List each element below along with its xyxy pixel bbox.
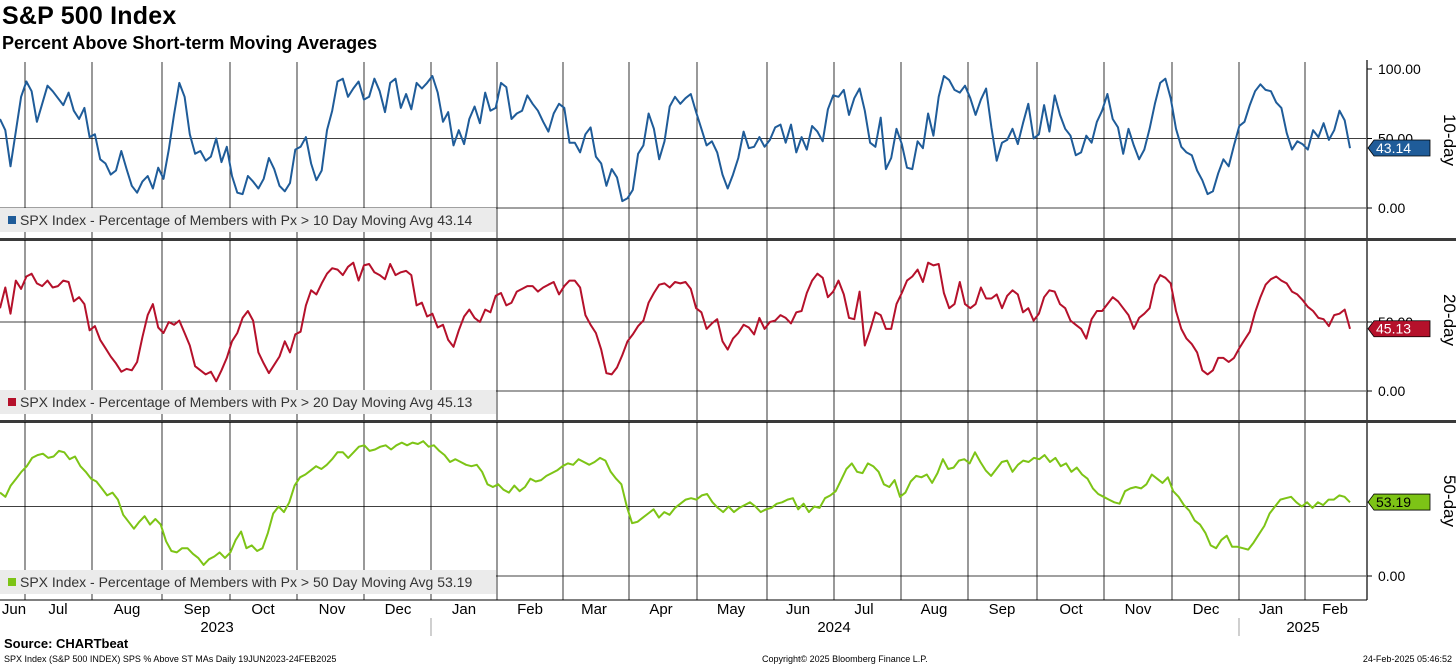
x-tick-label: Oct — [251, 601, 275, 618]
x-tick-label: Jun — [2, 601, 26, 618]
legend-label: SPX Index - Percentage of Members with P… — [20, 394, 472, 410]
series-line-3 — [0, 440, 1351, 566]
legend-swatch — [8, 216, 16, 224]
panel-3: 0.00 53.19 50-day SPX Index - Percentage of… — [0, 422, 1456, 600]
x-tick-label: Aug — [114, 601, 141, 618]
last-value-label: 43.14 — [1376, 140, 1411, 156]
x-year-label: 2025 — [1286, 619, 1319, 636]
x-tick-label: Jun — [786, 601, 810, 618]
x-tick-label: Apr — [649, 601, 672, 618]
panel-separator — [0, 420, 1456, 423]
x-tick-label: May — [717, 601, 746, 618]
x-tick-label: Mar — [581, 601, 607, 618]
last-value-label: 45.13 — [1376, 321, 1411, 337]
panel-side-label: 50-day — [1440, 475, 1456, 527]
x-tick-label: Feb — [1322, 601, 1348, 618]
x-tick-label: Jan — [1259, 601, 1283, 618]
series-line-2 — [0, 261, 1351, 383]
panel-separator — [0, 238, 1456, 241]
y-tick-label: 0.00 — [1378, 383, 1405, 399]
x-tick-label: Nov — [319, 601, 346, 618]
legend-label: SPX Index - Percentage of Members with P… — [20, 574, 472, 590]
x-tick-label: Jul — [854, 601, 873, 618]
footer-copyright: Copyright© 2025 Bloomberg Finance L.P. — [762, 654, 928, 664]
last-value-label: 53.19 — [1376, 494, 1411, 510]
series-line-1 — [0, 75, 1351, 203]
last-value-tag — [1367, 139, 1431, 157]
x-year-label: 2023 — [200, 619, 233, 636]
chart-subtitle: Percent Above Short-term Moving Averages — [2, 33, 378, 53]
y-tick-label: 0.00 — [1378, 568, 1405, 584]
x-tick-label: Nov — [1125, 601, 1152, 618]
x-axis: Jun Jul Aug Sep Oct Nov Dec Jan Feb Mar Apr May Jun J… — [0, 599, 1367, 636]
legend-swatch — [8, 398, 16, 406]
legend-box — [0, 390, 496, 414]
legend-swatch — [8, 578, 16, 586]
legend-box — [0, 570, 496, 594]
x-tick-label: Sep — [184, 601, 211, 618]
legend-label: SPX Index - Percentage of Members with P… — [20, 212, 472, 228]
x-tick-label: Oct — [1059, 601, 1083, 618]
chart-title: S&P 500 Index — [2, 2, 177, 30]
x-tick-label: Feb — [517, 601, 543, 618]
last-value-tag — [1367, 493, 1431, 511]
x-tick-label: Dec — [385, 601, 412, 618]
y-tick-label: 0.00 — [1378, 200, 1405, 216]
y-tick-label: 100.00 — [1378, 61, 1421, 77]
panel-side-label: 20-day — [1440, 294, 1456, 346]
last-value-tag — [1367, 320, 1431, 338]
footer-description: SPX Index (S&P 500 INDEX) SPS % Above ST… — [4, 654, 337, 664]
x-year-label: 2024 — [817, 619, 850, 636]
source-note: Source: CHARTbeat — [4, 636, 129, 651]
x-tick-label: Dec — [1193, 601, 1220, 618]
legend-box — [0, 208, 496, 232]
x-tick-label: Sep — [989, 601, 1016, 618]
panel-side-label: 10-day — [1440, 114, 1456, 166]
footer-timestamp: 24-Feb-2025 05:46:52 — [1362, 654, 1452, 664]
x-tick-label: Jul — [48, 601, 67, 618]
x-tick-label: Jan — [452, 601, 476, 618]
x-tick-label: Aug — [921, 601, 948, 618]
